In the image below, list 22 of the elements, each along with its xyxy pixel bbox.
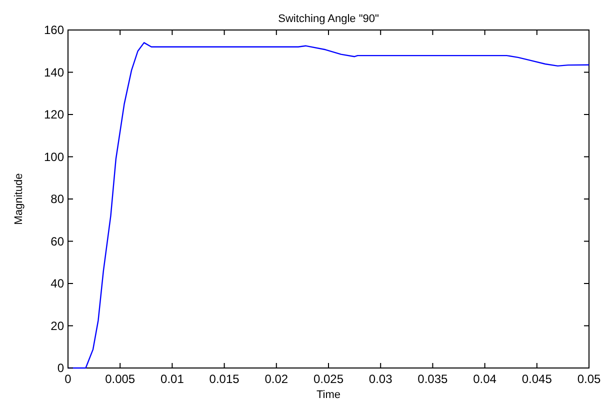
x-tick-label: 0.045 [522, 372, 552, 386]
y-tick-label: 80 [50, 192, 64, 206]
x-tick-label: 0.005 [105, 372, 136, 386]
y-tick-label: 20 [50, 318, 64, 333]
x-axis-title: Time [316, 389, 341, 400]
x-tick-label: 0.03 [368, 372, 393, 386]
y-tick-label: 100 [44, 150, 64, 164]
x-tick-label: 0.05 [577, 372, 601, 386]
y-tick-label: 160 [44, 23, 64, 37]
y-tick-label: 120 [44, 108, 64, 122]
y-axis-title: Magnitude [13, 173, 25, 225]
y-tick-label: 0 [57, 361, 64, 375]
x-tick-label: 0.01 [160, 372, 184, 386]
y-tick-label: 140 [44, 65, 64, 80]
x-tick-label: 0.04 [473, 372, 497, 386]
x-tick-label: 0.02 [264, 372, 288, 386]
y-tick-label: 40 [50, 276, 64, 290]
x-tick-label: 0.025 [313, 372, 344, 386]
x-tick-label: 0.015 [209, 372, 240, 386]
chart-title: Switching Angle "90" [278, 13, 379, 25]
x-tick-label: 0.035 [418, 372, 448, 386]
y-tick-label: 60 [50, 234, 64, 248]
